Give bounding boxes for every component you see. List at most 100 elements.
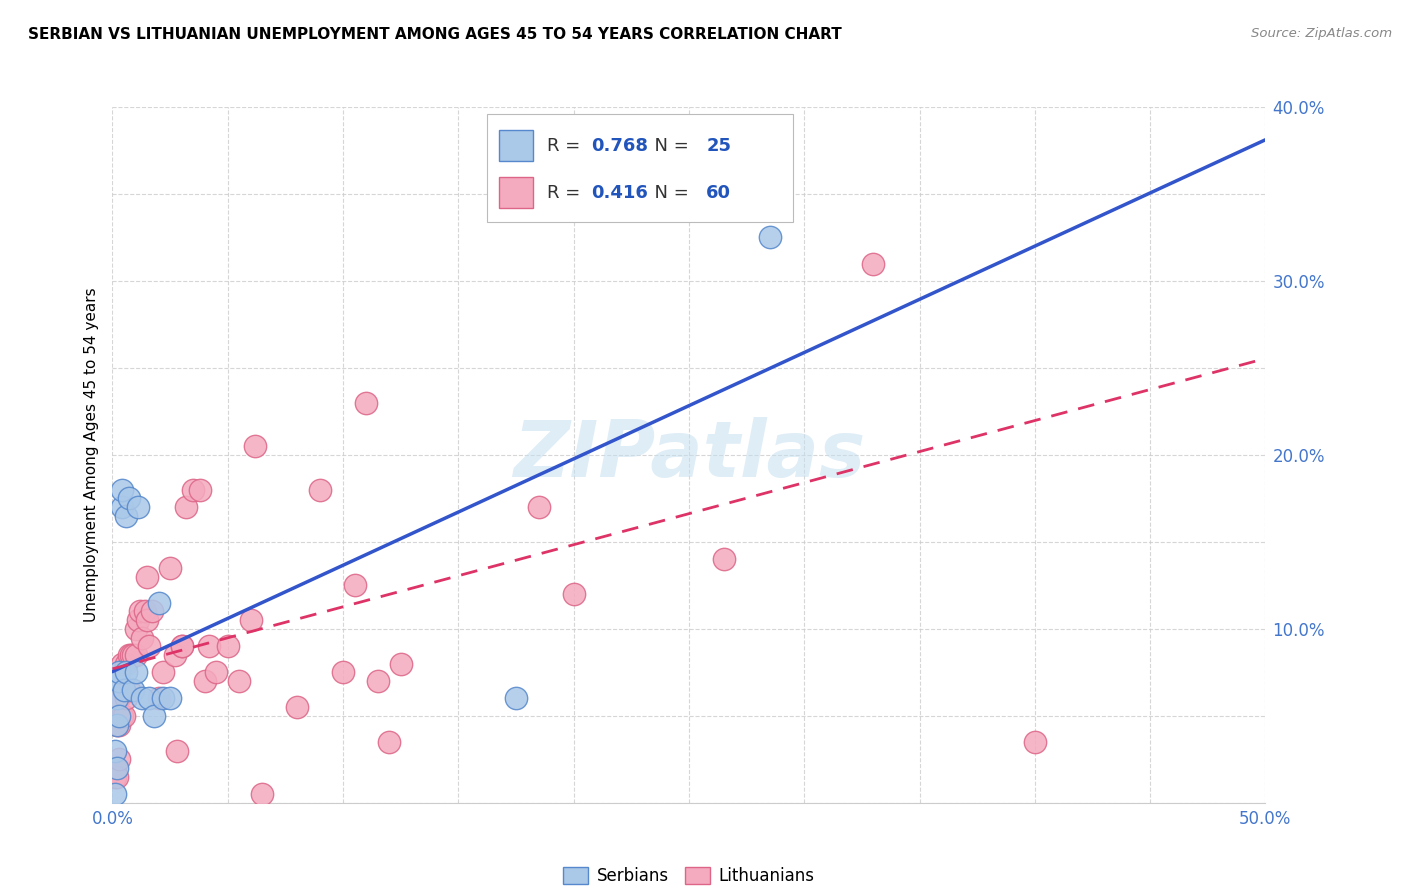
Text: SERBIAN VS LITHUANIAN UNEMPLOYMENT AMONG AGES 45 TO 54 YEARS CORRELATION CHART: SERBIAN VS LITHUANIAN UNEMPLOYMENT AMONG… [28, 27, 842, 42]
Point [862, 256, 884, 270]
Point [111, 657, 134, 671]
Point [127, 500, 149, 514]
Point [631, 169, 654, 184]
Point [159, 691, 181, 706]
Text: Source: ZipAtlas.com: Source: ZipAtlas.com [1251, 27, 1392, 40]
Text: 25: 25 [706, 137, 731, 155]
FancyBboxPatch shape [499, 130, 533, 161]
Point [122, 682, 145, 697]
Point [124, 648, 146, 662]
Point [111, 500, 134, 514]
Point [105, 717, 128, 731]
Point [148, 596, 170, 610]
FancyBboxPatch shape [499, 177, 533, 208]
Point [134, 605, 156, 619]
Point [217, 639, 239, 653]
Point [285, 700, 308, 714]
Point [166, 744, 188, 758]
Point [129, 605, 152, 619]
Point [159, 561, 181, 575]
Point [111, 483, 134, 497]
Point [108, 674, 131, 689]
Y-axis label: Unemployment Among Ages 45 to 54 years: Unemployment Among Ages 45 to 54 years [83, 287, 98, 623]
Point [108, 752, 131, 766]
Text: R =: R = [547, 137, 586, 155]
Point [120, 648, 142, 662]
Point [758, 230, 780, 244]
Point [115, 665, 138, 680]
Point [131, 631, 153, 645]
Point [228, 674, 250, 689]
Text: 0.416: 0.416 [591, 184, 648, 202]
Text: N =: N = [643, 184, 695, 202]
Point [117, 491, 139, 506]
Point [141, 605, 163, 619]
Point [122, 648, 145, 662]
Point [163, 648, 186, 662]
Point [136, 570, 159, 584]
Point [198, 639, 221, 653]
Point [152, 665, 174, 680]
Point [138, 691, 160, 706]
Point [117, 648, 139, 662]
Point [104, 744, 127, 758]
Point [309, 483, 332, 497]
Point [205, 665, 228, 680]
Point [245, 439, 267, 453]
Point [105, 770, 128, 784]
Point [174, 500, 197, 514]
Point [188, 483, 211, 497]
Point [108, 717, 131, 731]
Point [115, 691, 138, 706]
Point [1024, 735, 1046, 749]
Point [713, 552, 735, 566]
Point [115, 657, 138, 671]
Point [108, 691, 131, 706]
Point [332, 665, 354, 680]
Point [378, 735, 401, 749]
Point [117, 682, 139, 697]
Point [131, 691, 153, 706]
Legend: Serbians, Lithuanians: Serbians, Lithuanians [557, 860, 821, 891]
Point [367, 674, 389, 689]
Point [104, 787, 127, 801]
Point [527, 500, 550, 514]
Point [112, 682, 135, 697]
Point [105, 717, 128, 731]
Point [354, 396, 377, 410]
Point [343, 578, 366, 592]
Point [505, 691, 527, 706]
Point [111, 708, 134, 723]
Point [562, 587, 585, 601]
Point [239, 613, 262, 627]
FancyBboxPatch shape [486, 114, 793, 222]
Point [136, 613, 159, 627]
Point [152, 691, 174, 706]
Point [148, 691, 170, 706]
Point [112, 708, 135, 723]
Point [181, 483, 204, 497]
Point [143, 708, 166, 723]
Point [115, 508, 138, 523]
Text: R =: R = [547, 184, 586, 202]
Text: N =: N = [643, 137, 695, 155]
Point [194, 674, 217, 689]
Point [124, 665, 146, 680]
Point [104, 761, 127, 775]
Point [105, 761, 128, 775]
Point [124, 622, 146, 636]
Point [170, 639, 193, 653]
Point [105, 691, 128, 706]
Point [112, 682, 135, 697]
Text: 60: 60 [706, 184, 731, 202]
Point [108, 708, 131, 723]
Point [138, 639, 160, 653]
Text: ZIPatlas: ZIPatlas [513, 417, 865, 493]
Point [127, 613, 149, 627]
Point [170, 639, 193, 653]
Point [252, 787, 274, 801]
Point [108, 665, 131, 680]
Point [112, 682, 135, 697]
Point [104, 770, 127, 784]
Text: 0.768: 0.768 [591, 137, 648, 155]
